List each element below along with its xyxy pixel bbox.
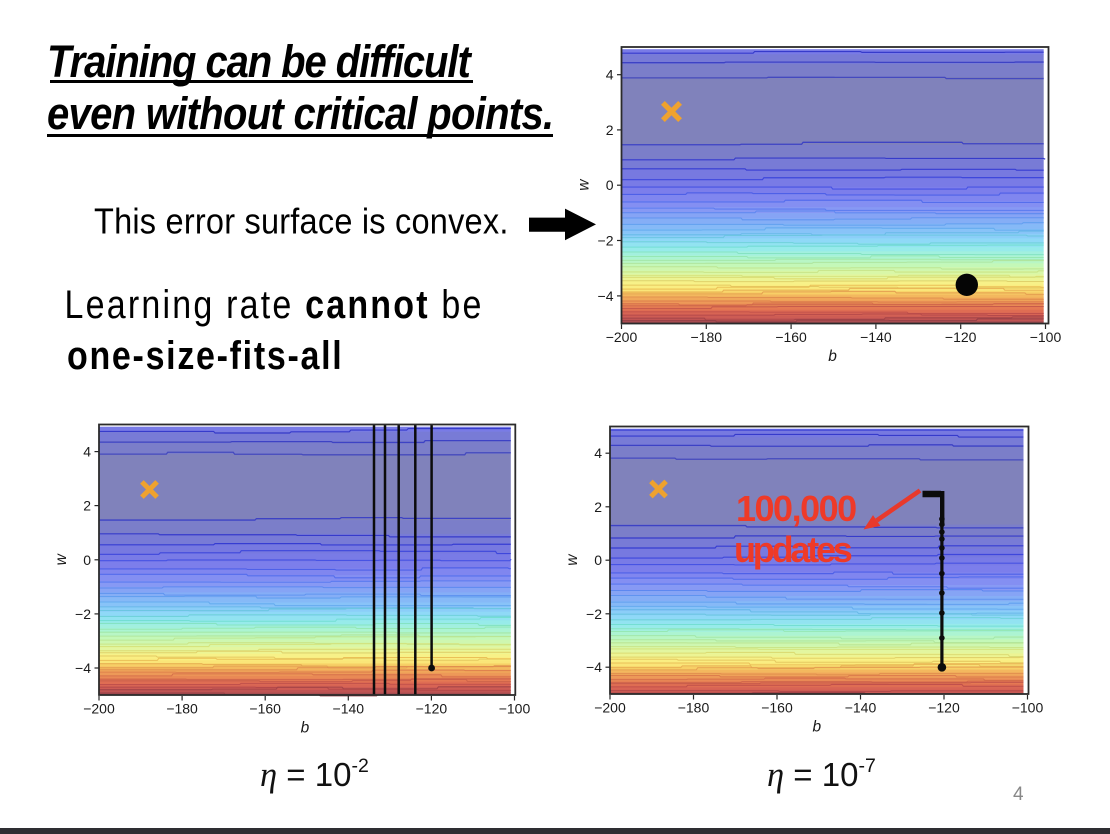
svg-text:−160: −160: [249, 701, 281, 717]
svg-text:η = 10-7: η = 10-7: [767, 755, 876, 794]
svg-text:−4: −4: [598, 288, 614, 304]
svg-text:w: w: [576, 178, 593, 191]
svg-text:−100: −100: [1030, 329, 1062, 345]
svg-text:−200: −200: [83, 701, 115, 717]
svg-text:w: w: [53, 552, 70, 565]
svg-text:−4: −4: [75, 660, 91, 676]
svg-text:−180: −180: [166, 701, 198, 717]
svg-text:−100: −100: [499, 701, 531, 717]
svg-text:−100: −100: [1012, 700, 1044, 716]
svg-text:0: 0: [594, 552, 602, 568]
svg-text:w: w: [564, 553, 581, 566]
svg-text:2: 2: [606, 122, 614, 138]
svg-text:−180: −180: [691, 329, 723, 345]
svg-text:−2: −2: [586, 606, 602, 622]
svg-text:−120: −120: [945, 329, 977, 345]
svg-text:−180: −180: [678, 700, 710, 716]
svg-text:−4: −4: [586, 659, 602, 675]
svg-text:4: 4: [606, 67, 614, 83]
svg-text:0: 0: [83, 552, 91, 568]
svg-text:b: b: [812, 719, 821, 736]
svg-text:b: b: [828, 348, 837, 365]
svg-text:4: 4: [594, 445, 602, 461]
svg-text:−2: −2: [75, 606, 91, 622]
svg-text:−2: −2: [598, 233, 614, 249]
svg-text:−200: −200: [606, 329, 638, 345]
svg-text:4: 4: [83, 444, 91, 460]
svg-text:−200: −200: [594, 700, 626, 716]
svg-text:2: 2: [83, 498, 91, 514]
svg-text:−120: −120: [416, 701, 448, 717]
svg-text:−140: −140: [845, 700, 877, 716]
svg-text:−160: −160: [761, 700, 793, 716]
svg-text:b: b: [301, 720, 310, 737]
svg-text:0: 0: [606, 177, 614, 193]
svg-text:−140: −140: [333, 701, 365, 717]
svg-text:−120: −120: [928, 700, 960, 716]
svg-text:η = 10-2: η = 10-2: [260, 755, 369, 794]
svg-text:−140: −140: [860, 329, 892, 345]
svg-text:2: 2: [594, 499, 602, 515]
svg-text:−160: −160: [775, 329, 807, 345]
